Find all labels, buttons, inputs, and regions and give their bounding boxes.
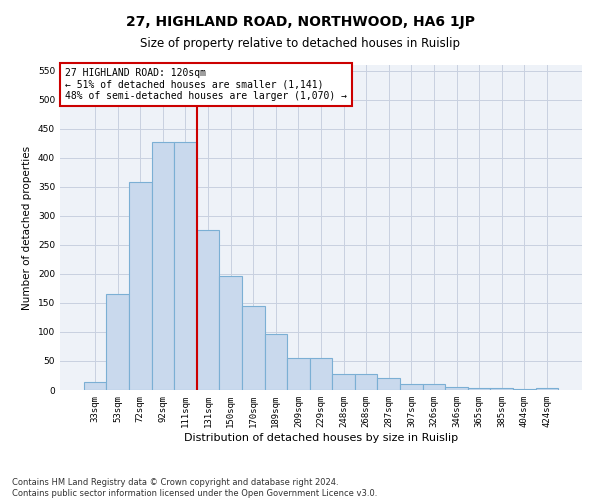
Bar [129,182,152,390]
Bar [287,358,310,390]
Bar [242,306,265,390]
X-axis label: Distribution of detached houses by size in Ruislip: Distribution of detached houses by size … [184,432,458,442]
Bar [332,374,355,390]
Bar [106,294,129,390]
Bar [536,388,558,390]
Bar [265,334,287,390]
Bar [400,384,422,390]
Bar [174,142,197,390]
Text: Size of property relative to detached houses in Ruislip: Size of property relative to detached ho… [140,38,460,51]
Bar [445,386,468,390]
Bar [422,384,445,390]
Text: 27 HIGHLAND ROAD: 120sqm
← 51% of detached houses are smaller (1,141)
48% of sem: 27 HIGHLAND ROAD: 120sqm ← 51% of detach… [65,68,347,102]
Bar [220,276,242,390]
Bar [468,388,490,390]
Bar [377,378,400,390]
Text: 27, HIGHLAND ROAD, NORTHWOOD, HA6 1JP: 27, HIGHLAND ROAD, NORTHWOOD, HA6 1JP [125,15,475,29]
Text: Contains HM Land Registry data © Crown copyright and database right 2024.
Contai: Contains HM Land Registry data © Crown c… [12,478,377,498]
Bar [152,142,174,390]
Bar [310,358,332,390]
Y-axis label: Number of detached properties: Number of detached properties [22,146,32,310]
Bar [197,230,220,390]
Bar [355,374,377,390]
Bar [490,388,513,390]
Bar [84,382,106,390]
